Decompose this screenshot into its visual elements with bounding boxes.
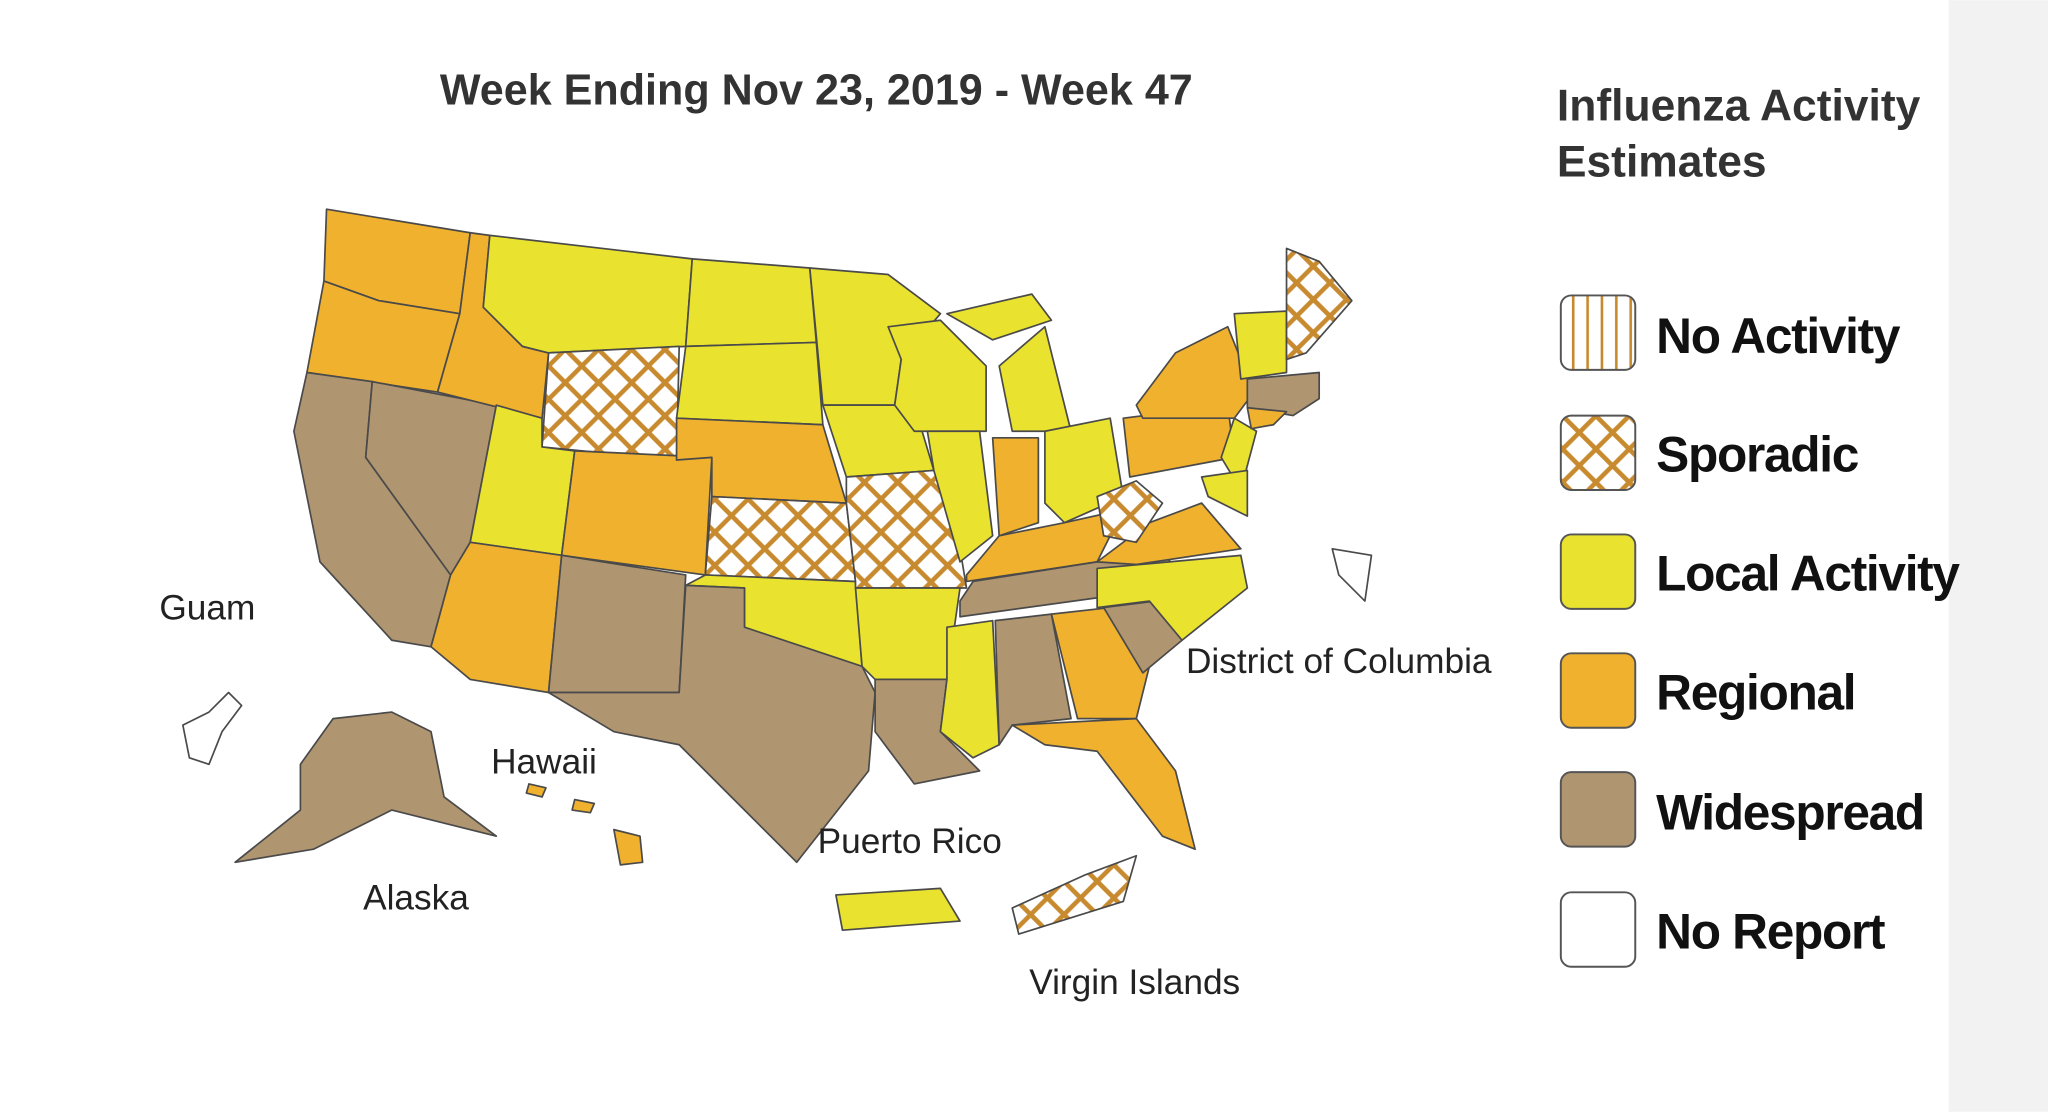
legend-label: Regional bbox=[1656, 664, 1855, 720]
legend-swatch bbox=[1559, 771, 1637, 848]
territory-label: District of Columbia bbox=[1186, 642, 1492, 681]
scroll-strip bbox=[1948, 0, 2048, 1112]
us-map bbox=[182, 208, 1373, 935]
territory-label: Virgin Islands bbox=[1029, 963, 1240, 1002]
legend-swatch bbox=[1559, 891, 1637, 968]
legend-label: Widespread bbox=[1656, 785, 1924, 841]
territory-label: Guam bbox=[159, 588, 255, 627]
legend-swatch bbox=[1559, 652, 1637, 729]
territory-label: Puerto Rico bbox=[818, 822, 1002, 861]
legend-label: Local Activity bbox=[1656, 546, 1960, 602]
legend-swatch bbox=[1559, 533, 1637, 610]
legend-label: No Activity bbox=[1656, 308, 1901, 364]
territory-label: Alaska bbox=[363, 878, 469, 917]
map-title: Week Ending Nov 23, 2019 - Week 47 bbox=[440, 67, 1193, 115]
legend-label: Sporadic bbox=[1656, 427, 1859, 483]
legend-title: Estimates bbox=[1557, 138, 1767, 187]
legend: Influenza Activity Estimates No Activity… bbox=[1557, 81, 1962, 968]
legend-swatch bbox=[1559, 414, 1637, 492]
legend-swatch bbox=[1559, 294, 1637, 371]
legend-title: Influenza Activity bbox=[1557, 81, 1921, 130]
territory-label: Hawaii bbox=[491, 742, 597, 781]
map-labels: Guam Hawaii Alaska Puerto Rico Virgin Is… bbox=[159, 588, 1492, 1002]
legend-label: No Report bbox=[1656, 903, 1885, 959]
